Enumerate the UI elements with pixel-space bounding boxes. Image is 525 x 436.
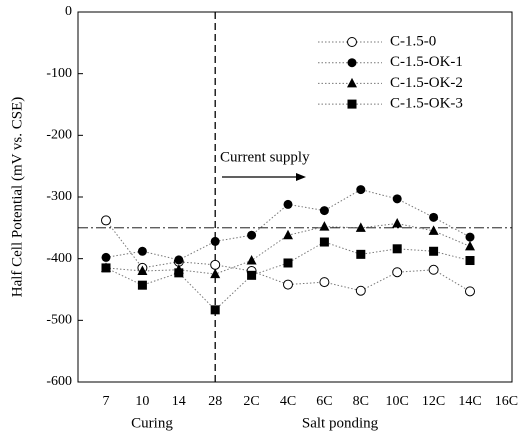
marker <box>392 218 403 228</box>
marker <box>465 256 475 266</box>
marker <box>247 230 257 240</box>
marker <box>356 185 366 195</box>
marker <box>347 37 357 47</box>
y-tick-label: -600 <box>46 374 72 389</box>
marker <box>137 280 147 290</box>
legend-label: C-1.5-OK-2 <box>390 75 463 91</box>
marker <box>347 77 357 88</box>
marker <box>319 277 330 288</box>
series-line <box>105 241 471 311</box>
marker <box>355 285 366 296</box>
legend-label: C-1.5-OK-3 <box>390 96 463 112</box>
marker <box>465 232 475 242</box>
marker <box>101 252 111 262</box>
x-tick-label: 10C <box>386 394 409 409</box>
x-tick-label: 16C <box>495 394 518 409</box>
marker <box>465 286 475 297</box>
marker <box>210 268 221 279</box>
x-tick-label: 2C <box>243 394 259 409</box>
marker <box>283 229 293 240</box>
marker <box>319 206 329 216</box>
x-tick-label: 12C <box>422 394 445 409</box>
marker <box>210 305 220 315</box>
marker <box>347 99 357 109</box>
x-tick-label: 10 <box>135 394 149 409</box>
marker <box>283 258 293 268</box>
x-tick-label: 28 <box>208 394 222 409</box>
marker <box>429 212 439 222</box>
y-tick-label: -200 <box>46 128 72 143</box>
marker <box>210 259 221 270</box>
x-tick-label: 8C <box>353 394 369 409</box>
y-tick-label: -400 <box>46 251 72 266</box>
marker <box>283 279 293 290</box>
x-tick-label: 7 <box>103 394 110 409</box>
x-tick-label: 14 <box>172 394 186 409</box>
y-axis-label: Half Cell Potential (mV vs. CSE) <box>9 97 25 298</box>
annotation: Current supply <box>220 149 310 165</box>
marker <box>465 240 475 251</box>
marker <box>319 237 329 247</box>
y-tick-label: -300 <box>46 189 72 204</box>
y-tick-label: -500 <box>46 313 72 328</box>
marker <box>247 270 257 280</box>
marker <box>355 222 366 232</box>
x-tick-label: 14C <box>458 394 481 409</box>
x-tick-label: 6C <box>316 394 332 409</box>
series-line <box>105 220 471 292</box>
x-tick-label: 4C <box>280 394 296 409</box>
marker <box>319 221 330 231</box>
marker <box>283 199 293 209</box>
marker <box>429 246 439 256</box>
y-tick-label: -100 <box>46 66 72 81</box>
marker <box>428 264 439 275</box>
marker <box>428 225 439 235</box>
y-tick-label: 0 <box>65 4 72 19</box>
x-group-label: Curing <box>131 415 173 431</box>
marker <box>356 249 366 259</box>
marker <box>392 267 403 278</box>
marker <box>101 215 111 226</box>
marker <box>174 255 184 265</box>
marker <box>347 58 357 68</box>
marker <box>246 255 257 265</box>
marker <box>137 265 148 275</box>
marker <box>174 268 184 278</box>
legend-label: C-1.5-OK-1 <box>390 54 463 70</box>
marker <box>101 263 111 273</box>
legend-label: C-1.5-0 <box>390 33 436 49</box>
marker <box>392 194 402 204</box>
marker <box>210 236 220 246</box>
x-group-label: Salt ponding <box>302 415 379 431</box>
marker <box>137 246 147 256</box>
marker <box>392 244 402 254</box>
arrow-head <box>296 173 306 181</box>
